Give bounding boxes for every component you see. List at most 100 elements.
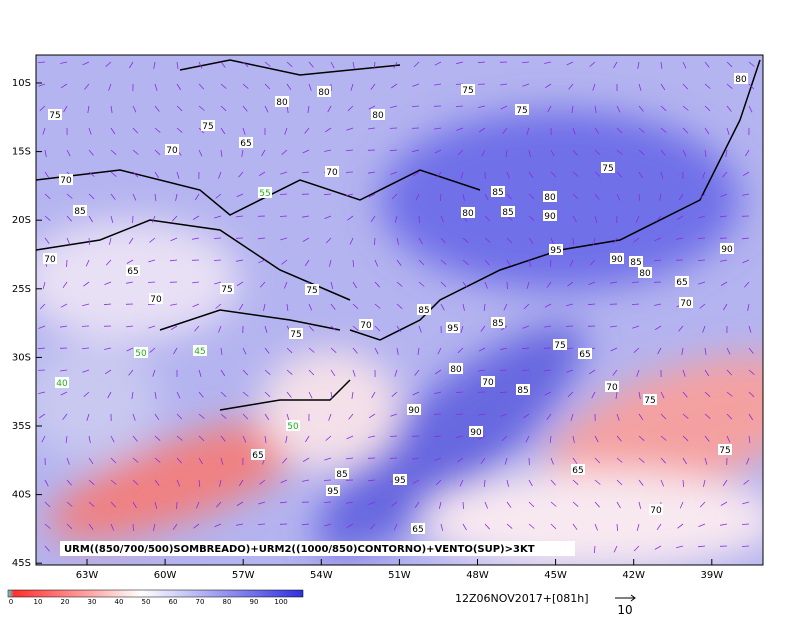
contour-label-bg <box>610 253 624 264</box>
contour-label-bg <box>55 377 69 388</box>
contour-label-bg <box>501 206 515 217</box>
contour-label: 65 <box>572 466 583 476</box>
contour-label: 70 <box>326 168 338 178</box>
colorbar-label: 70 <box>196 598 205 606</box>
contour-label: 85 <box>74 207 85 217</box>
contour-label-bg <box>407 404 421 415</box>
lat-label: 25S <box>12 284 31 295</box>
contour-label: 90 <box>470 428 482 438</box>
contour-label: 40 <box>56 379 68 389</box>
contour-label: 95 <box>327 487 338 497</box>
contour-label: 65 <box>579 350 590 360</box>
contour-label-bg <box>289 328 303 339</box>
contour-label-bg <box>359 319 373 330</box>
contour-label-bg <box>649 504 663 515</box>
contour-label: 85 <box>336 470 347 480</box>
contour-label: 65 <box>240 139 251 149</box>
contour-label: 95 <box>447 324 458 334</box>
contour-label-bg <box>578 348 592 359</box>
wind-arrows <box>37 61 755 554</box>
vector-scale: 10 <box>617 603 632 617</box>
contour-label-bg <box>286 420 300 431</box>
contour-label-bg <box>258 187 272 198</box>
contour-label-bg <box>417 304 431 315</box>
contour-label: 70 <box>482 378 494 388</box>
contour-label: 90 <box>544 212 556 222</box>
lon-label: 39W <box>700 570 723 581</box>
contour-label: 75 <box>221 285 232 295</box>
contour-label-bg <box>491 317 505 328</box>
contour-label-bg <box>275 96 289 107</box>
contour-label: 95 <box>550 246 561 256</box>
contour-label-bg <box>220 283 234 294</box>
contour-label: 85 <box>517 386 528 396</box>
contour-label: 80 <box>462 209 474 219</box>
contour-label: 65 <box>127 267 138 277</box>
contour-label: 80 <box>735 75 747 85</box>
lat-label: 40S <box>12 490 31 501</box>
contour-label: 70 <box>680 299 692 309</box>
caption: URM((850/700/500)SOMBREADO)+URM2((1000/8… <box>64 544 535 555</box>
contour-label-bg <box>516 384 530 395</box>
colorbar <box>7 589 304 598</box>
lat-label: 15S <box>12 147 31 158</box>
contour-label-bg <box>643 394 657 405</box>
contour-label-bg <box>449 363 463 374</box>
contour-label-bg <box>543 210 557 221</box>
contour-label-bg <box>601 162 615 173</box>
contour-label-bg <box>553 339 567 350</box>
contour-label-bg <box>734 73 748 84</box>
contour-label-bg <box>446 322 460 333</box>
contour-label: 80 <box>318 88 330 98</box>
contour-label: 50 <box>287 422 299 432</box>
contour-label-bg <box>469 426 483 437</box>
colorbar-label: 30 <box>88 598 97 606</box>
contour-label-bg <box>461 207 475 218</box>
contour-label: 65 <box>412 525 423 535</box>
contour-label-bg <box>335 468 349 479</box>
contour-label: 85 <box>418 306 429 316</box>
contour-label: 80 <box>544 193 556 203</box>
contour-label-bg <box>638 267 652 278</box>
vector-arrow <box>615 594 636 602</box>
lon-label: 60W <box>154 570 177 581</box>
contour-label-bg <box>491 186 505 197</box>
contour-label-bg <box>461 84 475 95</box>
contour-label-bg <box>251 449 265 460</box>
contour-label-bg <box>679 297 693 308</box>
colorbar-label: 20 <box>61 598 70 606</box>
contour-label-bg <box>149 293 163 304</box>
contour-label: 75 <box>516 106 527 116</box>
contour-label-bg <box>629 256 643 267</box>
contour-label: 80 <box>450 365 462 375</box>
contour-label-bg <box>134 347 148 358</box>
contour-label-bg <box>720 243 734 254</box>
contour-label: 90 <box>721 245 733 255</box>
contour-label-bg <box>59 174 73 185</box>
colorbar-label: 0 <box>9 598 13 606</box>
contour-label-bg <box>126 265 140 276</box>
contour-label-bg <box>73 205 87 216</box>
contour-label: 70 <box>150 295 162 305</box>
contour-label: 75 <box>202 122 213 132</box>
contour-label-bg <box>393 474 407 485</box>
contour-label: 70 <box>166 146 178 156</box>
contour-label: 75 <box>49 111 60 121</box>
contour-label: 75 <box>462 86 473 96</box>
contour-label: 85 <box>502 208 513 218</box>
contour-label: 70 <box>360 321 372 331</box>
contour-label: 50 <box>135 349 147 359</box>
contour-label: 80 <box>276 98 288 108</box>
contour-label-bg <box>675 276 689 287</box>
colorbar-label: 40 <box>115 598 124 606</box>
contour-label: 55 <box>259 189 270 199</box>
contour-label: 70 <box>44 255 56 265</box>
lon-label: 57W <box>232 570 255 581</box>
lat-label: 45S <box>12 558 31 569</box>
contour-label: 70 <box>60 176 72 186</box>
lon-label: 54W <box>310 570 333 581</box>
contour-label: 75 <box>719 446 730 456</box>
contour-label-bg <box>481 376 495 387</box>
lat-label: 10S <box>12 78 31 89</box>
